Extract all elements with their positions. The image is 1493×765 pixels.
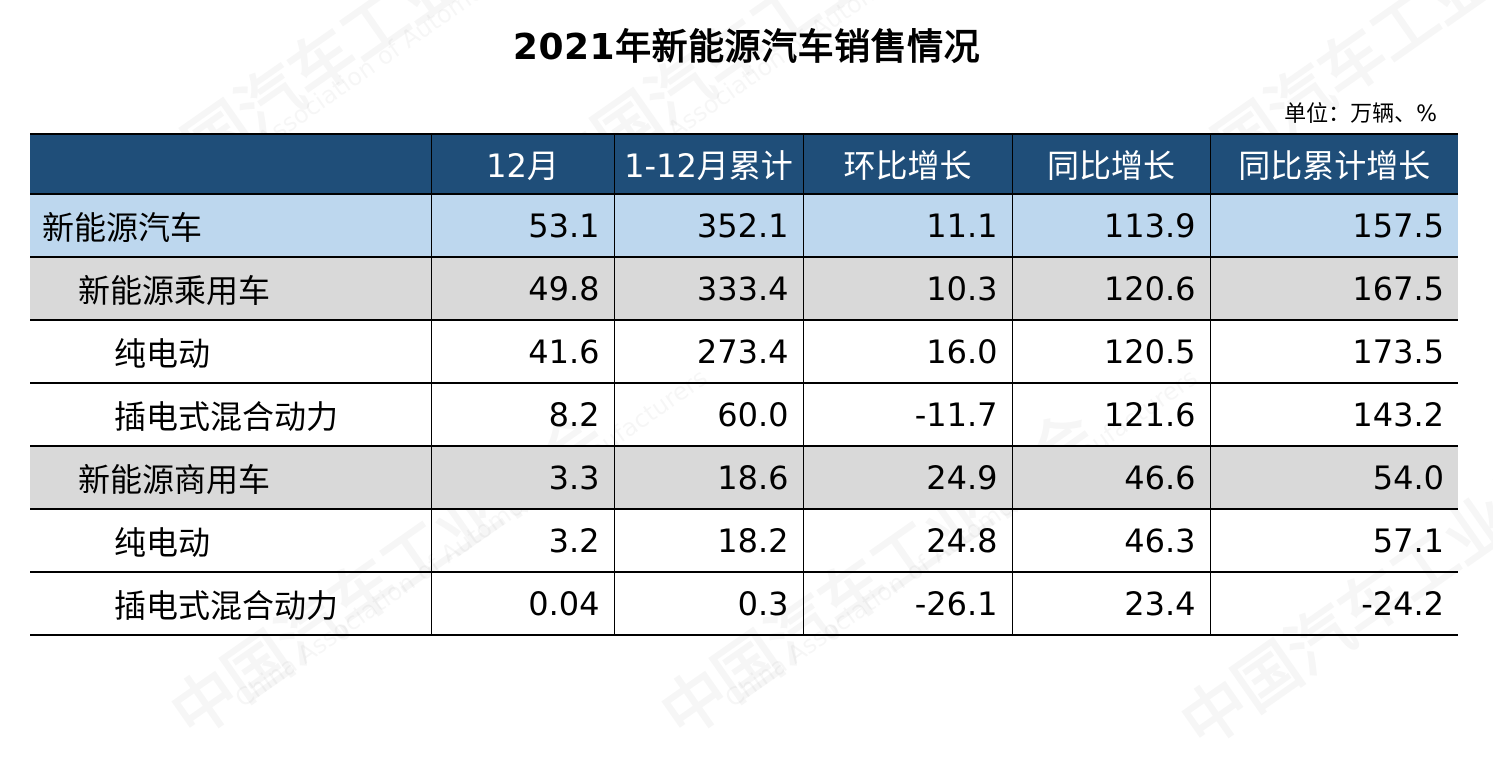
table-cell: -24.2 bbox=[1209, 572, 1458, 636]
table-cell: 11.1 bbox=[802, 194, 1012, 258]
table-row: 纯电动 41.6 273.4 16.0 120.5 173.5 bbox=[30, 320, 1458, 384]
table-cell: 23.4 bbox=[1011, 572, 1210, 636]
row-label: 插电式混合动力 bbox=[30, 383, 431, 447]
table-cell: 8.2 bbox=[430, 383, 614, 447]
table-row: 纯电动 3.2 18.2 24.8 46.3 57.1 bbox=[30, 509, 1458, 573]
column-header-yoy-growth: 同比增长 bbox=[1011, 133, 1210, 195]
row-label: 纯电动 bbox=[30, 320, 431, 384]
table-cell: 49.8 bbox=[430, 257, 614, 321]
table-cell: 167.5 bbox=[1209, 257, 1458, 321]
table-row: 新能源汽车 53.1 352.1 11.1 113.9 157.5 bbox=[30, 194, 1458, 258]
table-header-row: 12月 1-12月累计 环比增长 同比增长 同比累计增长 bbox=[30, 133, 1458, 195]
table-cell: 18.6 bbox=[613, 446, 803, 510]
table-cell: -11.7 bbox=[802, 383, 1012, 447]
table-cell: 16.0 bbox=[802, 320, 1012, 384]
column-header-cumulative: 1-12月累计 bbox=[613, 133, 803, 195]
table-cell: 24.8 bbox=[802, 509, 1012, 573]
table-cell: 3.2 bbox=[430, 509, 614, 573]
column-header-december: 12月 bbox=[430, 133, 614, 195]
unit-label: 单位：万辆、% bbox=[1284, 102, 1437, 127]
table-row: 新能源商用车 3.3 18.6 24.9 46.6 54.0 bbox=[30, 446, 1458, 510]
table-cell: 0.3 bbox=[613, 572, 803, 636]
table-cell: 273.4 bbox=[613, 320, 803, 384]
table-cell: 18.2 bbox=[613, 509, 803, 573]
table-row: 插电式混合动力 8.2 60.0 -11.7 121.6 143.2 bbox=[30, 383, 1458, 447]
table-cell: 352.1 bbox=[613, 194, 803, 258]
column-header-category bbox=[30, 133, 431, 195]
table-cell: 46.6 bbox=[1011, 446, 1210, 510]
page-title: 2021年新能源汽车销售情况 bbox=[512, 27, 981, 68]
table-cell: -26.1 bbox=[802, 572, 1012, 636]
column-header-yoy-cumulative-growth: 同比累计增长 bbox=[1209, 133, 1458, 195]
table-row: 新能源乘用车 49.8 333.4 10.3 120.6 167.5 bbox=[30, 257, 1458, 321]
table-cell: 333.4 bbox=[613, 257, 803, 321]
table-cell: 41.6 bbox=[430, 320, 614, 384]
table-cell: 173.5 bbox=[1209, 320, 1458, 384]
table-cell: 157.5 bbox=[1209, 194, 1458, 258]
table-cell: 54.0 bbox=[1209, 446, 1458, 510]
table-cell: 60.0 bbox=[613, 383, 803, 447]
table-cell: 120.6 bbox=[1011, 257, 1210, 321]
table-cell: 0.04 bbox=[430, 572, 614, 636]
row-label: 插电式混合动力 bbox=[30, 572, 431, 636]
row-label: 新能源商用车 bbox=[30, 446, 431, 510]
table-cell: 24.9 bbox=[802, 446, 1012, 510]
column-header-mom-growth: 环比增长 bbox=[802, 133, 1012, 195]
table-row: 插电式混合动力 0.04 0.3 -26.1 23.4 -24.2 bbox=[30, 572, 1458, 636]
table-cell: 57.1 bbox=[1209, 509, 1458, 573]
row-label: 纯电动 bbox=[30, 509, 431, 573]
row-label: 新能源汽车 bbox=[30, 194, 431, 258]
table-cell: 120.5 bbox=[1011, 320, 1210, 384]
table-cell: 113.9 bbox=[1011, 194, 1210, 258]
row-label: 新能源乘用车 bbox=[30, 257, 431, 321]
table-cell: 3.3 bbox=[430, 446, 614, 510]
table-cell: 143.2 bbox=[1209, 383, 1458, 447]
table-cell: 10.3 bbox=[802, 257, 1012, 321]
table-cell: 53.1 bbox=[430, 194, 614, 258]
table-cell: 121.6 bbox=[1011, 383, 1210, 447]
table-cell: 46.3 bbox=[1011, 509, 1210, 573]
sales-table: 12月 1-12月累计 环比增长 同比增长 同比累计增长 新能源汽车 53.1 … bbox=[30, 133, 1458, 636]
